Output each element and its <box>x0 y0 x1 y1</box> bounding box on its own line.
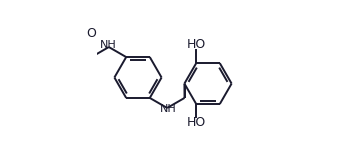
Text: HO: HO <box>186 38 206 51</box>
Text: O: O <box>86 27 97 40</box>
Text: NH: NH <box>160 104 176 115</box>
Text: HO: HO <box>186 116 206 129</box>
Text: NH: NH <box>100 40 117 50</box>
